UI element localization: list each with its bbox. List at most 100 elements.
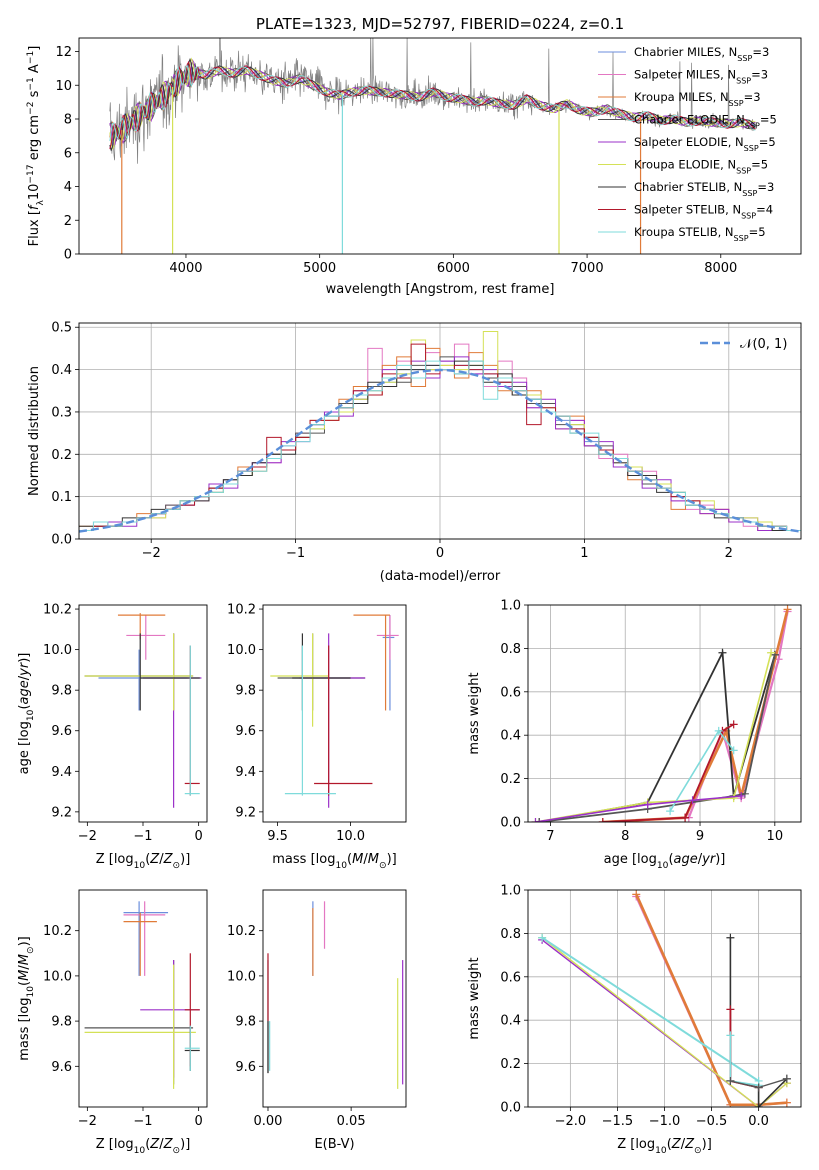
x-tick-label: 0 bbox=[195, 829, 203, 844]
y-axis-label: Flux [fλ10−17 erg cm−2 s−1 A−1] bbox=[26, 46, 46, 247]
series-marker bbox=[666, 807, 675, 816]
model-spectrum-line bbox=[109, 58, 756, 146]
y-tick-label: 10.2 bbox=[227, 924, 256, 939]
panel-age-vs-mass: 9.5 10.0 9.2 9.4 9.6 9.8 10.0 10.2 mass [log10(M… bbox=[227, 603, 407, 871]
series-marker bbox=[726, 933, 735, 942]
panel-residuals: −2 −1 0 1 2 0.0 0.1 0.2 0.3 0.4 0.5 (data-model)/er… bbox=[27, 321, 802, 584]
x-axis-label: Z [log10(Z/Z⊙)] bbox=[96, 1137, 191, 1156]
series-line bbox=[602, 608, 789, 822]
plot-area bbox=[538, 890, 791, 1107]
data-point bbox=[123, 901, 166, 976]
legend-entry: Kroupa STELIB, NSSP=5 bbox=[598, 225, 766, 243]
data-point bbox=[184, 645, 200, 796]
model-spectrum-line bbox=[109, 64, 756, 142]
series-marker bbox=[782, 1098, 791, 1107]
panel-massweight-vs-Z: −2.0 −1.5 −1.0 −0.5 0.0 0.0 0.2 0.4 0.6 0.8 1.0 Z [… bbox=[467, 884, 802, 1156]
data-point bbox=[284, 645, 336, 796]
series-marker bbox=[726, 1100, 735, 1107]
data-point bbox=[84, 633, 194, 711]
series-marker bbox=[598, 818, 607, 822]
y-tick-label: 9.2 bbox=[51, 805, 72, 820]
legend-label: Kroupa ELODIE, NSSP=5 bbox=[634, 158, 768, 176]
y-tick-label: 12 bbox=[55, 45, 72, 60]
series-marker bbox=[729, 794, 738, 803]
x-tick-label: 7000 bbox=[571, 261, 604, 276]
panel-age-vs-Z: −2 −1 0 9.2 9.4 9.6 9.8 10.0 10.2 Z [log10(Z/Z⊙)]… bbox=[17, 603, 208, 871]
x-axis-label: (data-model)/error bbox=[380, 569, 501, 584]
series-marker bbox=[726, 1031, 735, 1040]
y-axis-label: mass weight bbox=[467, 672, 482, 754]
plot-area bbox=[84, 901, 200, 1089]
x-tick-label: −2.0 bbox=[555, 1114, 587, 1129]
series-marker bbox=[688, 796, 697, 805]
x-tick-label: −1.5 bbox=[602, 1114, 634, 1129]
plot-area bbox=[270, 614, 399, 808]
x-tick-label: 5000 bbox=[303, 261, 336, 276]
y-tick-label: 0.4 bbox=[51, 363, 72, 378]
legend-entry: Kroupa MILES, NSSP=3 bbox=[598, 90, 761, 108]
y-tick-label: 9.6 bbox=[235, 724, 256, 739]
x-tick-label: −2 bbox=[78, 1114, 97, 1129]
legend-label: Kroupa MILES, NSSP=3 bbox=[634, 90, 761, 108]
series-marker bbox=[714, 726, 723, 735]
y-tick-label: 0.3 bbox=[51, 405, 72, 420]
legend-label: Chabrier MILES, NSSP=3 bbox=[634, 45, 769, 63]
legend-label: 𝒩(0, 1) bbox=[740, 337, 787, 352]
series-marker bbox=[535, 818, 544, 822]
axes-frame bbox=[527, 889, 802, 1108]
data-point bbox=[123, 901, 169, 976]
series-marker bbox=[632, 890, 641, 899]
axes-frame bbox=[262, 889, 407, 1108]
y-tick-label: 9.6 bbox=[51, 724, 72, 739]
series-marker bbox=[754, 1083, 763, 1092]
x-tick-label: 0 bbox=[195, 1114, 203, 1129]
model-spectrum-line bbox=[109, 62, 756, 143]
series-marker bbox=[783, 605, 792, 614]
data-point bbox=[353, 614, 390, 711]
x-axis-label: E(B-V) bbox=[314, 1137, 354, 1152]
x-tick-label: 0.00 bbox=[254, 1114, 283, 1129]
y-tick-label: 0.6 bbox=[500, 685, 521, 700]
y-tick-label: 10.0 bbox=[227, 643, 256, 658]
data-point bbox=[382, 615, 395, 711]
y-tick-label: 0.8 bbox=[500, 642, 521, 657]
y-tick-label: 6 bbox=[64, 146, 72, 161]
data-point bbox=[292, 633, 351, 711]
x-tick-label: 10 bbox=[767, 829, 784, 844]
x-axis-label: Z [log10(Z/Z⊙)] bbox=[617, 1137, 712, 1156]
axes-frame bbox=[527, 604, 802, 823]
y-axis-label: Normed distribution bbox=[27, 366, 42, 496]
x-tick-label: −2 bbox=[142, 546, 161, 561]
y-tick-label: 9.6 bbox=[235, 1060, 256, 1075]
plot-area bbox=[84, 613, 202, 808]
y-tick-label: 0.8 bbox=[500, 927, 521, 942]
data-point bbox=[126, 615, 166, 660]
axes-frame bbox=[78, 322, 802, 540]
y-axis-label: mass [log10(M/M⊙)] bbox=[17, 936, 36, 1060]
data-spectrum-line bbox=[109, 38, 756, 164]
y-tick-label: 9.8 bbox=[235, 684, 256, 699]
series-marker bbox=[681, 813, 690, 822]
panel-spectrum: 4000 5000 6000 7000 8000 0 2 4 6 8 10 12 wavelength … bbox=[26, 37, 802, 297]
x-tick-label: 0 bbox=[436, 546, 444, 561]
series-marker bbox=[538, 933, 547, 942]
plot-area bbox=[267, 901, 404, 1089]
legend-label: Chabrier ELODIE, NSSP=5 bbox=[634, 113, 777, 131]
y-tick-label: 10.0 bbox=[227, 969, 256, 984]
y-tick-label: 2 bbox=[64, 214, 72, 229]
series-line bbox=[635, 893, 787, 1107]
series-line bbox=[541, 937, 788, 1107]
legend-label: Chabrier STELIB, NSSP=3 bbox=[634, 180, 774, 198]
normal-curve bbox=[79, 368, 801, 533]
data-point bbox=[314, 645, 373, 796]
y-tick-label: 0.2 bbox=[500, 1057, 521, 1072]
y-tick-label: 0.6 bbox=[500, 970, 521, 985]
data-point bbox=[299, 633, 366, 808]
panel-mass-vs-EBV: 0.00 0.05 9.6 9.8 10.0 10.2 E(B-V) bbox=[227, 889, 407, 1152]
figure-title: PLATE=1323, MJD=52797, FIBERID=0224, z=0… bbox=[256, 15, 624, 33]
y-tick-label: 10.2 bbox=[227, 603, 256, 618]
y-tick-label: 0.1 bbox=[51, 490, 72, 505]
data-point bbox=[184, 953, 200, 1067]
series-line bbox=[729, 1009, 759, 1089]
